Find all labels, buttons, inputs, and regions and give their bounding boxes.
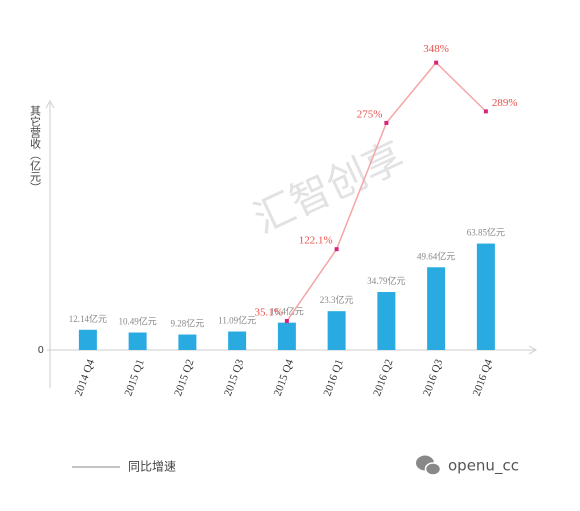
x-axis-arrow: [528, 345, 538, 355]
bar: [178, 334, 197, 350]
brand: openu_cc: [448, 457, 519, 476]
value-label: 10.49亿元: [118, 316, 156, 327]
bar: [78, 329, 97, 350]
bar: [277, 322, 296, 350]
bar: [476, 243, 495, 350]
value-label: 23.3亿元: [320, 294, 354, 305]
watermark: 汇智创享: [247, 134, 411, 243]
line-value-label: 35.1%: [254, 307, 282, 319]
bar: [128, 332, 147, 350]
x-tick-label: 2015 Q3: [222, 357, 247, 397]
bar: [427, 267, 446, 350]
value-label: 9.28亿元: [170, 318, 204, 329]
line-value-label: 289%: [492, 97, 518, 109]
x-tick-label: 2015 Q2: [172, 358, 196, 398]
value-label: 34.79亿元: [367, 275, 405, 286]
line-marker: [334, 247, 339, 252]
value-label: 11.09亿元: [218, 315, 256, 326]
legend-label: 同比增速: [128, 460, 176, 474]
y-axis-arrow: [45, 99, 55, 109]
x-tick-label: 2016 Q3: [421, 357, 446, 397]
line-marker: [284, 319, 289, 324]
y-axis-label: 其它营收（亿元）: [29, 105, 42, 193]
line-marker: [434, 60, 439, 65]
y-tick-label: 0: [38, 345, 44, 356]
line-value-label: 348%: [423, 43, 449, 55]
line-marker: [384, 120, 389, 125]
bar: [228, 331, 247, 350]
bar: [327, 311, 346, 350]
bar: [377, 292, 396, 350]
value-label: 49.64亿元: [417, 250, 455, 261]
x-tick-label: 2015 Q1: [122, 358, 146, 398]
value-label: 12.14亿元: [69, 313, 107, 324]
value-label: 63.85亿元: [467, 227, 505, 238]
line-value-label: 122.1%: [299, 235, 333, 247]
value-label: 16.4亿元: [270, 306, 304, 317]
x-tick-label: 2014 Q4: [73, 357, 98, 397]
x-tick-label: 2016 Q4: [471, 357, 496, 397]
line-value-label: 275%: [357, 108, 383, 120]
line-marker: [483, 109, 488, 114]
x-tick-label: 2016 Q2: [371, 358, 395, 398]
x-tick-label: 2015 Q4: [272, 357, 297, 397]
x-tick-label: 2016 Q1: [321, 358, 345, 398]
wechat-icon: [416, 455, 442, 476]
